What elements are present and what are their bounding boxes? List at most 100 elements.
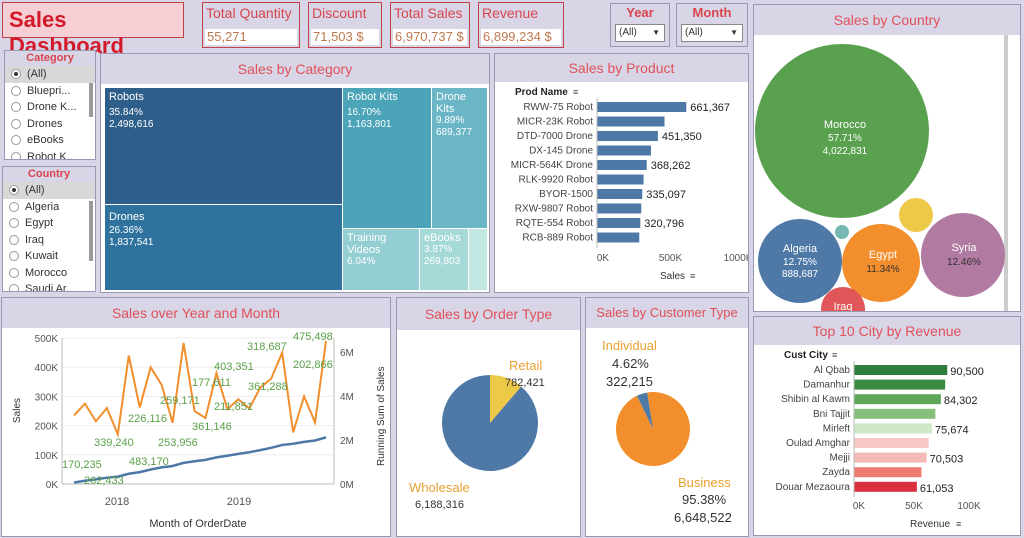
radio-icon [9,185,19,195]
radio-icon [11,135,21,145]
chevron-down-icon: ▼ [730,28,738,37]
city-label: Mejji [829,453,850,464]
y2-tick-label: 6M [340,348,354,359]
category-option[interactable]: Robot K... [5,149,95,159]
slice-label: Individual [602,338,657,353]
city-label: Damanhur [803,380,850,391]
category-option[interactable]: Bluepri... [5,83,95,100]
product-value-label: 320,796 [644,218,684,230]
year-filter-label: Year [626,5,654,20]
kpi-discount: Discount 71,503 $ [308,2,382,48]
data-label: 211,851 [214,401,253,413]
pie-slice[interactable] [490,375,522,423]
slice-value: 322,215 [606,374,653,389]
slice-label: Wholesale [409,480,470,495]
country-option[interactable]: Kuwait [3,248,95,265]
axis-title: Sales [660,271,685,282]
bubble-yellow [899,198,933,232]
panel-title: Top 10 City by Revenue [754,317,1020,345]
sort-icon: ≡ [832,350,837,360]
city-bar [854,365,948,375]
data-label: 403,351 [214,361,254,373]
treemap-cell-drone-kits[interactable]: Drone Kits 9.89% 689,377 [432,88,487,228]
month-filter-label: Month [692,5,732,20]
radio-icon [9,251,19,261]
country-option[interactable]: Saudi Ar... [3,281,95,291]
year-select[interactable]: (All) ▼ [615,24,665,42]
product-label: DTD-7000 Drone [517,131,594,142]
sales-by-order-type-panel: Sales by Order Type Retail 782,421 Whole… [396,297,581,537]
city-bar [854,379,946,390]
data-label: 361,146 [192,421,232,433]
sales-by-customer-type-chart: Individual 4.62% 322,215 Business 95.38%… [602,338,732,525]
country-option[interactable]: (All) [3,182,95,199]
city-value-label: 84,302 [944,395,978,407]
city-bar [854,408,936,419]
sales-by-product-chart: Prod Name ≡ Sales ≡ RWW-75 Robot 661,367 M… [511,87,748,282]
bubble-label: Egypt [869,249,897,261]
sales-by-product-panel: Sales by Product Prod Name ≡ Sales ≡ RWW… [494,53,749,293]
bubble-label: 12.46% [947,257,981,268]
treemap-cell-other[interactable] [469,229,487,290]
treemap-cell-training-videos[interactable]: Training Videos 6.04% [343,229,419,290]
product-label: MICR-23K Robot [517,117,593,128]
treemap-cell-robots[interactable]: Robots 35.84% 2,498,616 [105,88,342,204]
bubble-label: 11.34% [866,264,899,275]
city-label: Shibin al Kawm [781,394,850,405]
data-label: 170,235 [62,459,102,471]
city-label: Douar Mezaoura [776,482,851,493]
product-label: RQTE-554 Robot [516,218,593,229]
country-option[interactable]: Egypt [3,215,95,232]
axis-title: Revenue [910,519,950,530]
country-option[interactable]: Morocco [3,265,95,282]
country-scrollbar[interactable] [89,201,93,261]
product-bar [597,174,644,185]
country-option[interactable]: Iraq [3,232,95,249]
treemap-cell-drones[interactable]: Drones 26.36% 1,837,541 [105,205,342,290]
city-bar [854,452,927,463]
data-label: 253,956 [158,437,198,449]
country-filter: Country (All) Algeria Egypt Iraq Kuwait … [2,166,96,292]
data-label: 259,171 [160,395,200,407]
category-option[interactable]: Drones [5,116,95,133]
treemap-cell-robot-kits[interactable]: Robot Kits 16.70% 1,163,801 [343,88,431,228]
treemap-cell-ebooks[interactable]: eBooks 3.87% 269,803 [420,229,468,290]
data-label: 339,240 [94,437,134,449]
bubble-algeria [758,219,842,303]
bubble-syria [921,213,1005,297]
bubble-iraq [821,287,865,311]
sort-icon: ≡ [956,519,961,529]
radio-icon [11,151,21,159]
city-label: Mirleft [823,423,850,434]
data-label: 226,116 [128,413,167,425]
pie-slice[interactable] [636,392,653,429]
category-scrollbar[interactable] [89,83,93,117]
product-value-label: 335,097 [646,189,686,201]
x-tick-label: 2018 [105,496,129,508]
panel-title: Sales by Country [754,5,1020,35]
kpi-value: 6,970,737 $ [393,29,467,45]
y2-axis-title: Running Sum of Sales [376,366,387,466]
y2-tick-label: 0M [340,480,354,491]
sales-by-country-panel: Sales by Country Morocco 57.71% 4,022,83… [753,4,1021,312]
bubble-egypt [842,224,920,302]
city-value-label: 75,674 [935,424,969,436]
slice-value: 6,648,522 [674,510,732,525]
category-option[interactable]: (All) [5,66,95,83]
category-option[interactable]: Drone K... [5,99,95,116]
month-select[interactable]: (All) ▼ [681,24,743,42]
bubble-label: 12.75% [783,257,817,268]
column-header: Prod Name [515,87,568,98]
y-axis-title: Sales [12,398,23,423]
product-label: DX-145 Drone [529,146,593,157]
sort-icon: ≡ [573,87,578,97]
city-label: Oulad Amghar [786,438,851,449]
category-option[interactable]: eBooks [5,132,95,149]
x-tick-label: 0K [597,253,610,264]
country-option[interactable]: Algeria [3,199,95,216]
y-tick-label: 200K [35,422,59,433]
city-bar [854,394,941,405]
product-bar [597,189,643,199]
data-label: 483,170 [129,456,169,468]
city-bar [854,481,917,492]
